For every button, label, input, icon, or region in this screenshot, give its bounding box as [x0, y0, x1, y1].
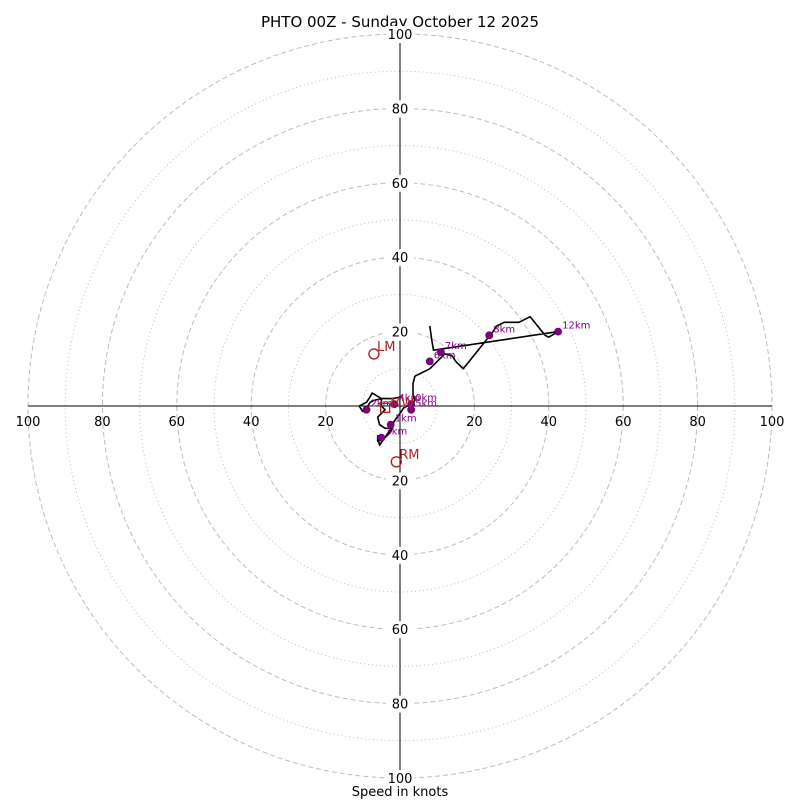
height-label-7km: 7km: [445, 341, 467, 352]
tick-label-bottom-40: 40: [392, 549, 409, 564]
tick-label-bottom-100: 100: [388, 772, 413, 787]
tick-labels: 20 20 20 20 40 40 40 40 60 60 60 60 80 80 80 80 100 100 10…: [16, 26, 785, 787]
height-marker-7km: [437, 348, 445, 356]
chart-title: PHTO 00Z - Sunday October 12 2025: [261, 13, 539, 31]
tick-label-left-20: 20: [317, 415, 334, 430]
tick-label-left-60: 60: [169, 415, 186, 430]
tick-label-bg-top-20: [386, 323, 414, 341]
tick-label-bg-bottom-60: [386, 621, 414, 639]
mean-wind-label: MW: [390, 396, 414, 411]
x-axis-label: Speed in knots: [352, 785, 449, 800]
tick-label-top-80: 80: [392, 102, 409, 117]
tick-label-top-40: 40: [392, 251, 409, 266]
storm-motion-label-RM: RM: [399, 448, 419, 463]
height-label-2km: 2km: [371, 399, 393, 410]
height-marker-1km: [386, 420, 395, 429]
tick-label-top-20: 20: [392, 326, 409, 341]
height-label-12km: 12km: [562, 321, 590, 332]
height-label-6km: 6km: [434, 350, 456, 361]
tick-label-bottom-80: 80: [392, 698, 409, 713]
tick-label-bg-bottom-80: [386, 695, 414, 713]
height-marker-3km: [377, 433, 386, 442]
height-label-8km: 8km: [493, 324, 515, 335]
height-label-0km: 0km: [415, 393, 437, 404]
tick-label-bg-top-80: [386, 100, 414, 118]
storm-motion-markers: LM RM MW: [368, 340, 420, 468]
tick-label-bg-bottom-20: [386, 472, 414, 490]
mean-wind-marker: [379, 402, 391, 414]
tick-label-right-20: 20: [466, 415, 483, 430]
tick-label-bg-bottom-100: [386, 770, 414, 787]
hodograph-line: [358, 315, 559, 446]
height-label-3km: 3km: [385, 427, 407, 438]
tick-label-bg-top-100: [386, 26, 414, 43]
tick-label-left-80: 80: [94, 415, 111, 430]
tick-label-bg-top-60: [386, 174, 414, 192]
storm-motion-marker-RM: [390, 456, 402, 468]
tick-label-left-100: 100: [16, 415, 41, 430]
height-label-4km: 4km: [398, 393, 420, 404]
height-marker-2km: [362, 405, 371, 414]
height-label-5km: 5km: [415, 399, 437, 410]
height-label-1km: 1km: [395, 414, 417, 425]
tick-label-bg-top-40: [386, 249, 414, 267]
tick-label-top-60: 60: [392, 177, 409, 192]
height-marker-6km: [425, 357, 434, 366]
height-marker-12km: [554, 327, 562, 336]
tick-label-right-100: 100: [760, 415, 785, 430]
tick-label-left-40: 40: [243, 415, 260, 430]
tick-label-right-60: 60: [615, 415, 632, 430]
tick-label-right-40: 40: [541, 415, 558, 430]
tick-label-right-80: 80: [689, 415, 706, 430]
tick-label-top-100: 100: [388, 28, 413, 43]
height-marker-4km: [390, 400, 399, 409]
tick-label-bottom-20: 20: [392, 474, 409, 489]
height-marker-5km: [407, 405, 416, 414]
tick-label-bg-bottom-40: [386, 546, 414, 564]
hodograph-trace: [358, 315, 559, 446]
storm-motion-label-LM: LM: [377, 340, 395, 355]
height-marker-8km: [485, 331, 494, 340]
storm-motion-marker-LM: [368, 348, 380, 360]
tick-label-bottom-60: 60: [392, 623, 409, 638]
